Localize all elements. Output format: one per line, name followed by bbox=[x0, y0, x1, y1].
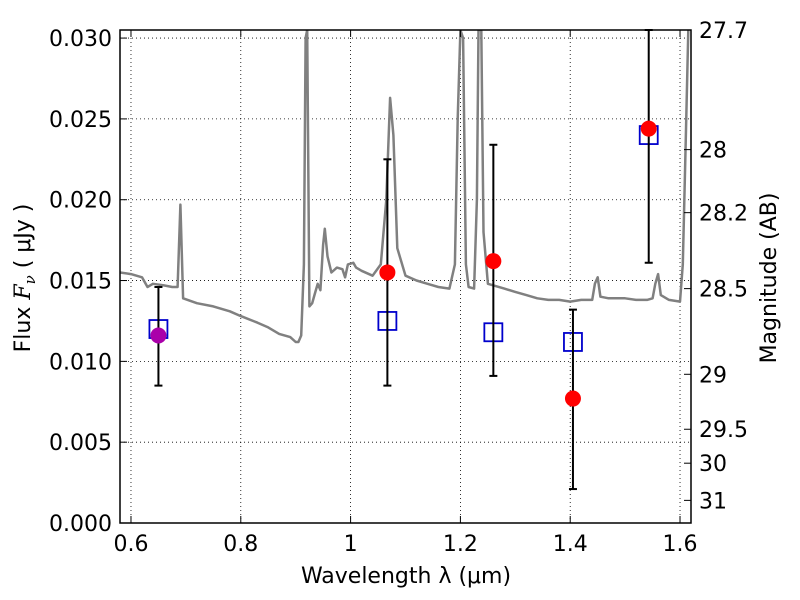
y2-tick-label: 28.5 bbox=[699, 278, 748, 303]
template-line bbox=[120, 30, 690, 344]
plot-frame bbox=[119, 29, 692, 524]
observed-points bbox=[150, 120, 657, 407]
y2-axis-ticks: 27.7 28 28.2 28.5 29 29.5 30 31 bbox=[684, 19, 748, 514]
y2-axis-title: Magnitude (AB) bbox=[757, 193, 782, 364]
y-axis-title-subscript: ν bbox=[21, 275, 39, 284]
y-axis-title-symbol: F bbox=[11, 284, 36, 301]
y-axis-title-suffix: ( μJy ) bbox=[11, 204, 36, 276]
y2-tick-label: 29.5 bbox=[699, 418, 748, 443]
observed-point bbox=[379, 264, 396, 281]
x-axis-title: Wavelength λ (μm) bbox=[301, 564, 511, 589]
template-spectrum bbox=[120, 30, 690, 344]
y-axis-title: Flux Fν ( μJy ) bbox=[11, 204, 39, 353]
y-tick-label: 0.025 bbox=[49, 108, 112, 133]
y2-tick-label: 28.2 bbox=[699, 202, 748, 227]
x-axis-ticks: 0.6 0.8 1 1.2 1.4 1.6 bbox=[113, 30, 698, 557]
observed-point bbox=[564, 390, 581, 407]
y-tick-label: 0.005 bbox=[49, 431, 112, 456]
y-axis-ticks: 0.000 0.005 0.010 0.015 0.020 0.025 0.030 bbox=[49, 27, 127, 537]
y-tick-label: 0.000 bbox=[49, 512, 112, 537]
observed-point bbox=[640, 120, 657, 137]
model-photometry-squares bbox=[148, 125, 659, 352]
y-axis-title-prefix: Flux bbox=[11, 300, 36, 353]
x-tick-label: 0.8 bbox=[223, 532, 258, 557]
y2-tick-label: 29 bbox=[699, 363, 727, 388]
y-tick-label: 0.010 bbox=[49, 350, 112, 375]
observed-errorbars bbox=[154, 29, 653, 491]
x-tick-label: 1 bbox=[344, 532, 358, 557]
y2-tick-label: 31 bbox=[699, 489, 727, 514]
y2-tick-label: 30 bbox=[699, 452, 727, 477]
y2-tick-label: 27.7 bbox=[699, 19, 748, 44]
observed-point bbox=[485, 253, 502, 270]
y2-tick-label: 28 bbox=[699, 139, 727, 164]
y-tick-label: 0.015 bbox=[49, 270, 112, 295]
x-tick-label: 1.6 bbox=[663, 532, 698, 557]
x-tick-label: 1.2 bbox=[443, 532, 478, 557]
y-tick-label: 0.030 bbox=[49, 27, 112, 52]
x-tick-label: 1.4 bbox=[553, 532, 588, 557]
y-tick-label: 0.020 bbox=[49, 189, 112, 214]
observed-point bbox=[150, 327, 167, 344]
x-tick-label: 0.6 bbox=[113, 532, 148, 557]
